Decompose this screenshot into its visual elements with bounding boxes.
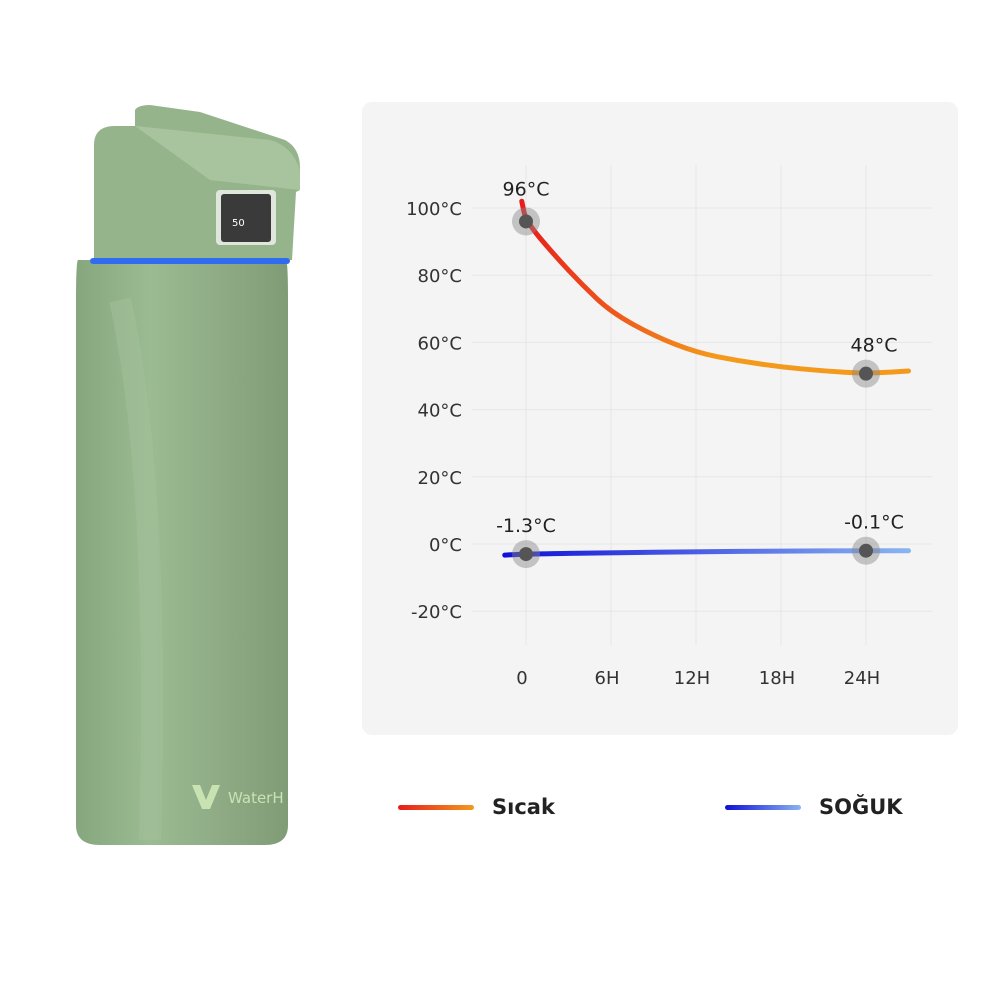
water-bottle-image: 50 WaterH (76, 105, 300, 845)
x-tick-label: 6H (595, 668, 620, 689)
data-point (859, 366, 873, 381)
legend-item-cold: SOĞUK (725, 795, 903, 819)
waterh-logo: WaterH (192, 785, 284, 809)
data-point (859, 543, 873, 558)
legend-swatch-hot (398, 804, 474, 810)
y-tick-label: -20°C (411, 602, 462, 623)
data-point (519, 214, 533, 229)
legend-swatch-cold (725, 804, 801, 810)
svg-text:WaterH: WaterH (228, 789, 284, 807)
display-reading: 50 (232, 218, 245, 229)
x-tick-label: 12H (674, 668, 710, 689)
y-tick-label: 100°C (406, 199, 462, 220)
series-line-hot (519, 198, 911, 376)
y-tick-label: 80°C (418, 266, 462, 287)
data-label: 96°C (503, 178, 550, 200)
data-label: 48°C (851, 335, 898, 357)
series-line-cold (502, 548, 911, 558)
y-tick-label: 60°C (418, 333, 462, 354)
data-point (519, 547, 533, 562)
data-label: -0.1°C (844, 512, 904, 534)
y-tick-label: 20°C (418, 468, 462, 489)
y-tick-label: 0°C (429, 535, 462, 556)
x-tick-label: 0 (516, 668, 527, 689)
legend-label-cold: SOĞUK (819, 795, 903, 819)
y-tick-label: 40°C (418, 401, 462, 422)
x-tick-label: 24H (844, 668, 880, 689)
legend-item-hot: Sıcak (398, 795, 555, 819)
x-tick-label: 18H (759, 668, 795, 689)
legend-label-hot: Sıcak (492, 795, 555, 819)
data-label: -1.3°C (496, 515, 556, 537)
led-ring (90, 258, 290, 264)
